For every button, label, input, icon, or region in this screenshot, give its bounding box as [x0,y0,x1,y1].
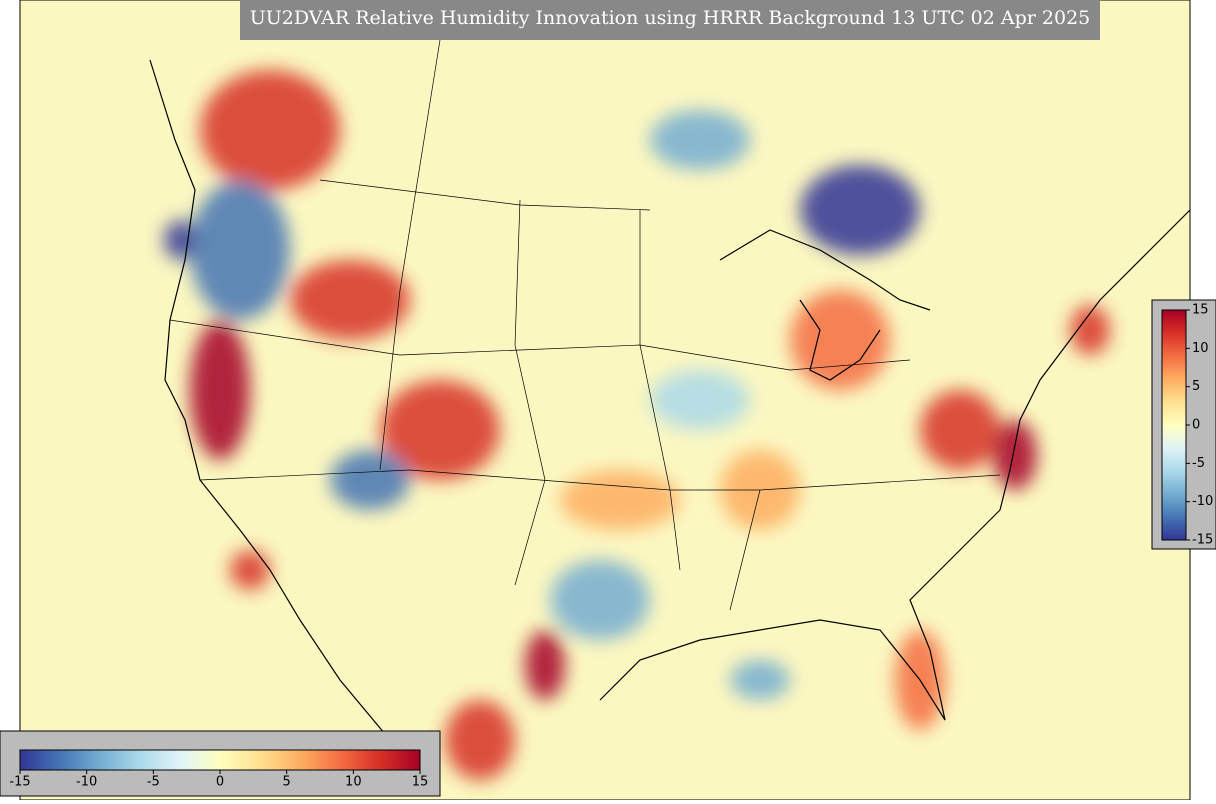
tick-label: 10 [345,775,362,790]
colorbar [19,749,421,771]
colorbar [1161,309,1187,541]
tick-label: 5 [1192,379,1200,394]
tick-label: 15 [1192,303,1209,318]
tick-label: 0 [1192,418,1200,433]
tick-label: -5 [147,775,160,790]
tick-label: -10 [1192,494,1213,509]
field-blobs [164,70,1110,780]
tick-label: 0 [216,775,224,790]
tick-label: 5 [283,775,291,790]
map-title: UU2DVAR Relative Humidity Innovation usi… [250,7,1091,29]
state-borders [169,39,1001,611]
tick-label: -15 [1192,533,1213,548]
coastlines [149,59,1191,741]
tick-label: -15 [9,775,30,790]
tick-label: -10 [76,775,97,790]
tick-label: 10 [1192,341,1209,356]
tick-label: 15 [412,775,429,790]
tick-label: -5 [1192,456,1205,471]
title-box [240,0,1100,40]
